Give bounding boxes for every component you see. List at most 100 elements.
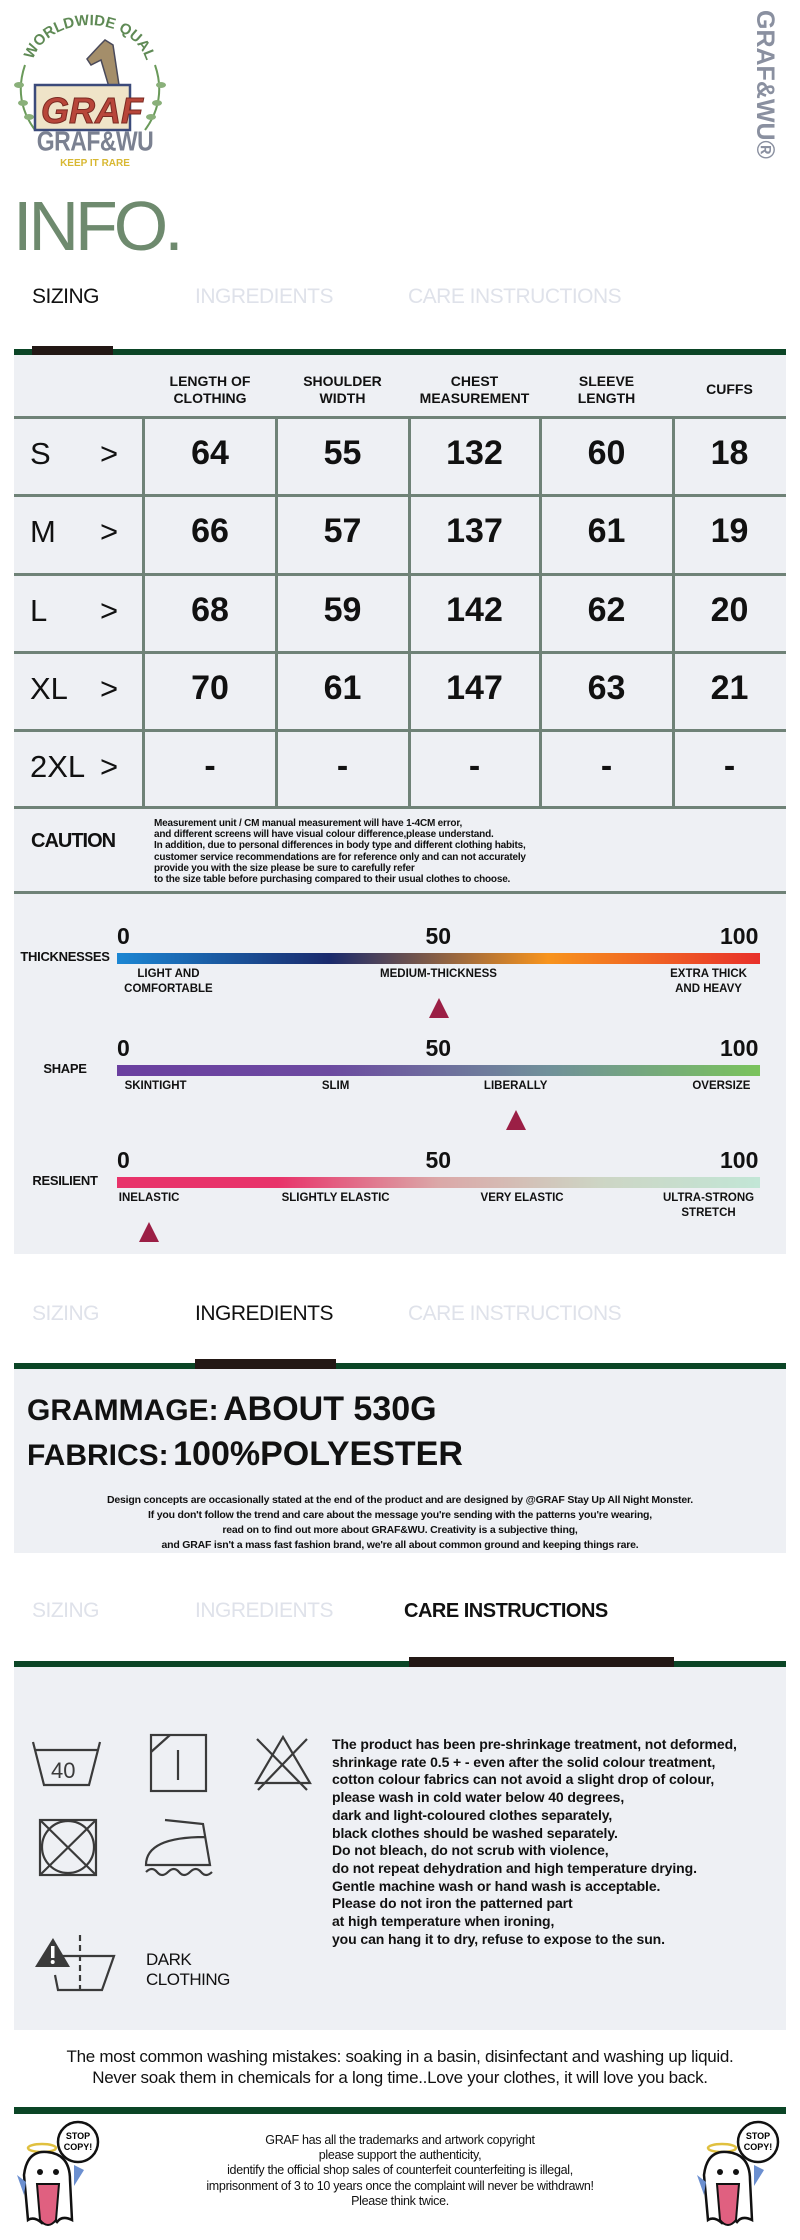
svg-text:COPY!: COPY! [64,2142,93,2152]
scale-gradient-bar [117,953,760,964]
scale-stop-label: OVERSIZE [692,1080,751,1092]
scale-tick: 50 [425,1147,452,1173]
washing-mistakes: The most common washing mistakes: soakin… [66,2047,734,2087]
size-value: 147 [446,669,503,707]
tab-care-instructions[interactable]: CARE INSTRUCTIONS [408,1302,622,1325]
size-value: 137 [446,512,503,550]
tab-care-instructions[interactable]: CARE INSTRUCTIONS [404,1600,608,1622]
grid-line [408,417,411,808]
scale-stop-label: LIGHT AND COMFORTABLE [124,968,213,995]
fabrics-value: 100%POLYESTER [173,1435,463,1473]
size-value: 63 [587,669,626,707]
size-value: - [204,747,216,785]
grid-line [539,417,542,808]
scale-tick: 0 [117,1147,130,1173]
size-value: 62 [587,591,626,629]
logo-graf-word: GRAF [41,90,144,131]
page-title: INFO. [13,187,184,265]
ingredients-panel [14,1369,786,1553]
scale-stop-label: LIBERALLY [483,1080,548,1092]
brand-logo: WORLDWIDE QUALITY GRAF [0,0,175,140]
size-value: 55 [323,434,362,472]
grammage-value: ABOUT 530G [223,1390,437,1428]
copyright-notice: GRAF has all the trademarks and artwork … [206,2133,594,2208]
tab-sizing[interactable]: SIZING [32,285,100,308]
tab-ingredients[interactable]: INGREDIENTS [195,1302,334,1325]
fabrics-label: FABRICS: [27,1439,169,1472]
sizing-panel [14,355,786,1254]
size-value: 60 [587,434,626,472]
size-label: M [30,514,56,549]
scale-stop-label: SLIGHTLY ELASTIC [281,1192,390,1204]
scale-stop-label: ULTRA-STRONG STRETCH [662,1192,755,1219]
stop-copy-ghost-icon: STOP COPY! [17,2120,100,2226]
header-sleeve: SLEEVE LENGTH [577,372,636,406]
grid-line [275,417,278,808]
dark-clothing-wash-warning-icon [53,1935,116,1992]
grammage-label: GRAMMAGE: [27,1394,219,1427]
caution-label: CAUTION [31,830,116,852]
scale-tick: 50 [425,1035,452,1061]
size-value: 18 [710,434,749,472]
size-arrow: > [100,514,119,549]
size-arrow: > [100,671,119,706]
scale-tick: 0 [117,1035,130,1061]
scale-marker-icon [505,1110,526,1130]
size-label: S [30,436,51,471]
size-value: - [336,747,349,785]
scale-tick: 100 [720,1035,759,1061]
scale-tick: 50 [425,923,452,949]
size-arrow: > [100,749,119,784]
logo-arc-text: WORLDWIDE QUALITY [0,0,159,62]
size-value: 21 [710,669,749,707]
scale-gradient-bar [117,1065,760,1076]
scale-stop-label: SLIM [321,1080,350,1092]
tab-ingredients[interactable]: INGREDIENTS [195,1599,334,1622]
size-value: - [723,747,736,785]
size-value: 61 [323,669,362,707]
header-cuffs: CUFFS [706,381,753,397]
design-notes: Design concepts are occasionally stated … [106,1494,694,1551]
wash-40-icon: 40 [31,1741,102,1787]
header-length: LENGTH OF CLOTHING [169,372,251,406]
no-tumble-dry-icon [38,1818,98,1877]
tumble-dry-flat-icon [149,1733,208,1793]
svg-text:STOP: STOP [66,2131,90,2141]
size-value: 66 [191,512,229,550]
size-value: 61 [587,512,626,550]
size-arrow: > [100,593,119,628]
scale-tick: 100 [720,1147,759,1173]
scale-stop-label: EXTRA THICK AND HEAVY [670,968,747,995]
active-tab-indicator [409,1657,674,1670]
scale-stop-label: VERY ELASTIC [480,1192,564,1204]
section-divider [14,349,786,355]
scale-stop-label: INELASTIC [118,1192,180,1204]
section-divider [14,1363,786,1369]
vertical-brand-mark: GRAF&WU® [751,10,779,159]
care-text: The product has been pre-shrinkage treat… [332,1736,737,1947]
size-value: 20 [710,591,749,629]
tab-care-instructions[interactable]: CARE INSTRUCTIONS [408,285,622,308]
grid-line [14,729,786,732]
grid-line [14,573,786,576]
scale-label: RESILIENT [32,1173,98,1188]
tab-sizing[interactable]: SIZING [32,1302,100,1325]
size-value: 64 [191,434,229,472]
active-tab-indicator [195,1359,336,1372]
scale-tick: 100 [720,923,759,949]
grammage-row: GRAMMAGE: ABOUT 530G [27,1390,437,1429]
grid-line [672,417,675,808]
grid-line [14,891,786,894]
tab-ingredients[interactable]: INGREDIENTS [195,285,334,308]
scale-marker-icon [139,1222,160,1242]
scale-marker-icon [428,998,449,1018]
dark-clothing-label: DARK CLOTHING [146,1950,230,1989]
size-value: 142 [446,591,503,629]
size-value: 68 [191,591,229,629]
tab-sizing[interactable]: SIZING [32,1599,100,1622]
size-arrow: > [100,436,119,471]
size-value: 70 [191,669,229,707]
svg-text:COPY!: COPY! [744,2142,773,2152]
size-value: 132 [446,434,503,472]
size-label: L [30,593,48,628]
